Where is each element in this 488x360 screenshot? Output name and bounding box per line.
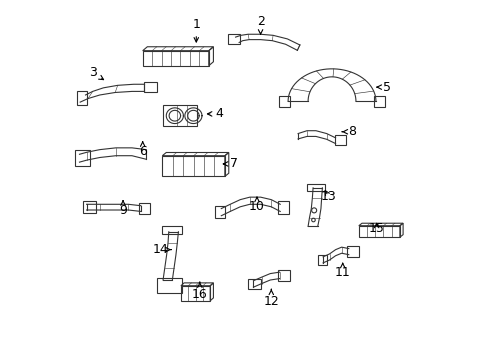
Text: 7: 7 — [223, 157, 237, 170]
Text: 10: 10 — [248, 197, 264, 213]
Text: 11: 11 — [334, 263, 350, 279]
Text: 9: 9 — [119, 201, 127, 217]
Text: 13: 13 — [320, 190, 336, 203]
Text: 4: 4 — [207, 107, 223, 120]
Text: 6: 6 — [139, 142, 146, 158]
Text: 1: 1 — [192, 18, 200, 42]
Text: 12: 12 — [263, 289, 279, 308]
Text: 16: 16 — [192, 282, 207, 301]
Text: 15: 15 — [368, 222, 384, 235]
Text: 2: 2 — [256, 14, 264, 34]
Text: 14: 14 — [152, 243, 171, 256]
Text: 5: 5 — [376, 81, 390, 94]
Text: 8: 8 — [342, 125, 355, 138]
Text: 3: 3 — [88, 66, 103, 80]
